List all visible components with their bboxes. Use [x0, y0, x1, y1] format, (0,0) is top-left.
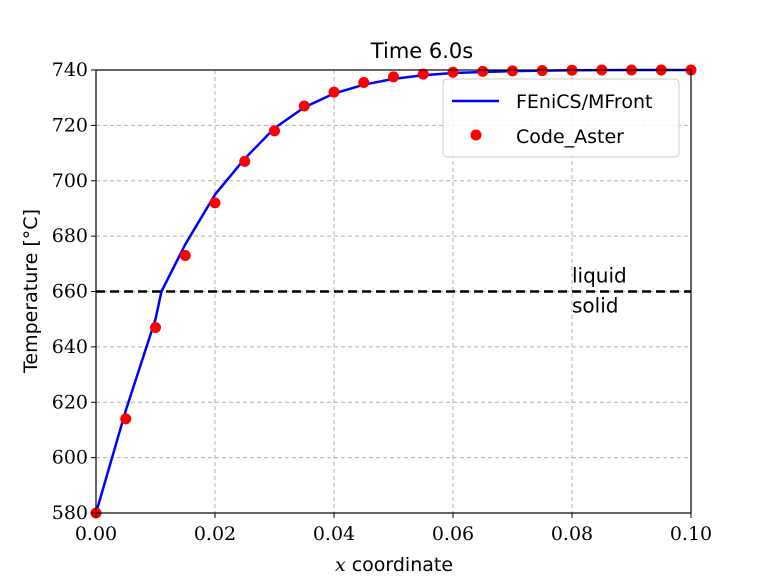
x-axis-label-variable: x: [335, 554, 346, 576]
series-group: [90, 64, 697, 519]
x-tick-label: 0.06: [432, 523, 474, 545]
legend-marker-swatch: [470, 129, 482, 141]
axis-ticks: 0.00 0.02 0.04 0.06 0.08 0.10 580 600 620 640 660 6…: [52, 59, 712, 545]
chart-title: Time 6.0s: [370, 39, 473, 63]
legend-box: [442, 78, 680, 158]
y-axis-label: Temperature [°C]: [20, 209, 42, 374]
x-tick-label: 0.02: [194, 523, 236, 545]
data-point-code-aster: [328, 86, 340, 98]
x-axis-label: x coordinate: [335, 554, 453, 576]
x-tick-label: 0.00: [75, 523, 117, 545]
y-tick-label: 680: [52, 225, 88, 247]
y-tick-label: 640: [52, 336, 88, 358]
y-tick-label: 600: [52, 447, 88, 469]
y-tick-label: 740: [52, 59, 88, 81]
y-tick-label: 720: [52, 114, 88, 136]
data-point-code-aster: [507, 65, 518, 77]
annotation-liquid: liquid: [572, 264, 627, 288]
data-point-code-aster: [447, 66, 459, 78]
x-tick-label: 0.04: [313, 523, 355, 545]
x-tick-label: 0.10: [670, 523, 712, 545]
x-axis-label-text: coordinate: [346, 554, 453, 576]
data-point-code-aster: [150, 321, 161, 333]
data-point-code-aster: [120, 413, 132, 425]
x-tick-label: 0.08: [551, 523, 593, 545]
data-point-code-aster: [239, 155, 251, 167]
annotation-solid: solid: [572, 294, 618, 318]
y-tick-label: 700: [52, 170, 88, 192]
y-tick-label: 580: [52, 502, 88, 524]
legend: FEniCS/MFront Code_Aster: [442, 78, 680, 158]
y-tick-label: 620: [52, 391, 88, 413]
series-layer: [90, 64, 697, 519]
data-point-code-aster: [298, 100, 310, 112]
legend-label-code-aster: Code_Aster: [516, 126, 624, 148]
data-point-code-aster: [417, 68, 429, 80]
data-point-code-aster: [269, 125, 280, 137]
legend-label-fenics: FEniCS/MFront: [516, 91, 652, 113]
data-point-code-aster: [358, 76, 370, 88]
data-point-code-aster: [388, 71, 399, 83]
data-point-code-aster: [179, 250, 191, 262]
data-point-code-aster: [477, 65, 489, 77]
y-tick-label: 660: [52, 281, 88, 303]
data-point-code-aster: [209, 197, 221, 209]
